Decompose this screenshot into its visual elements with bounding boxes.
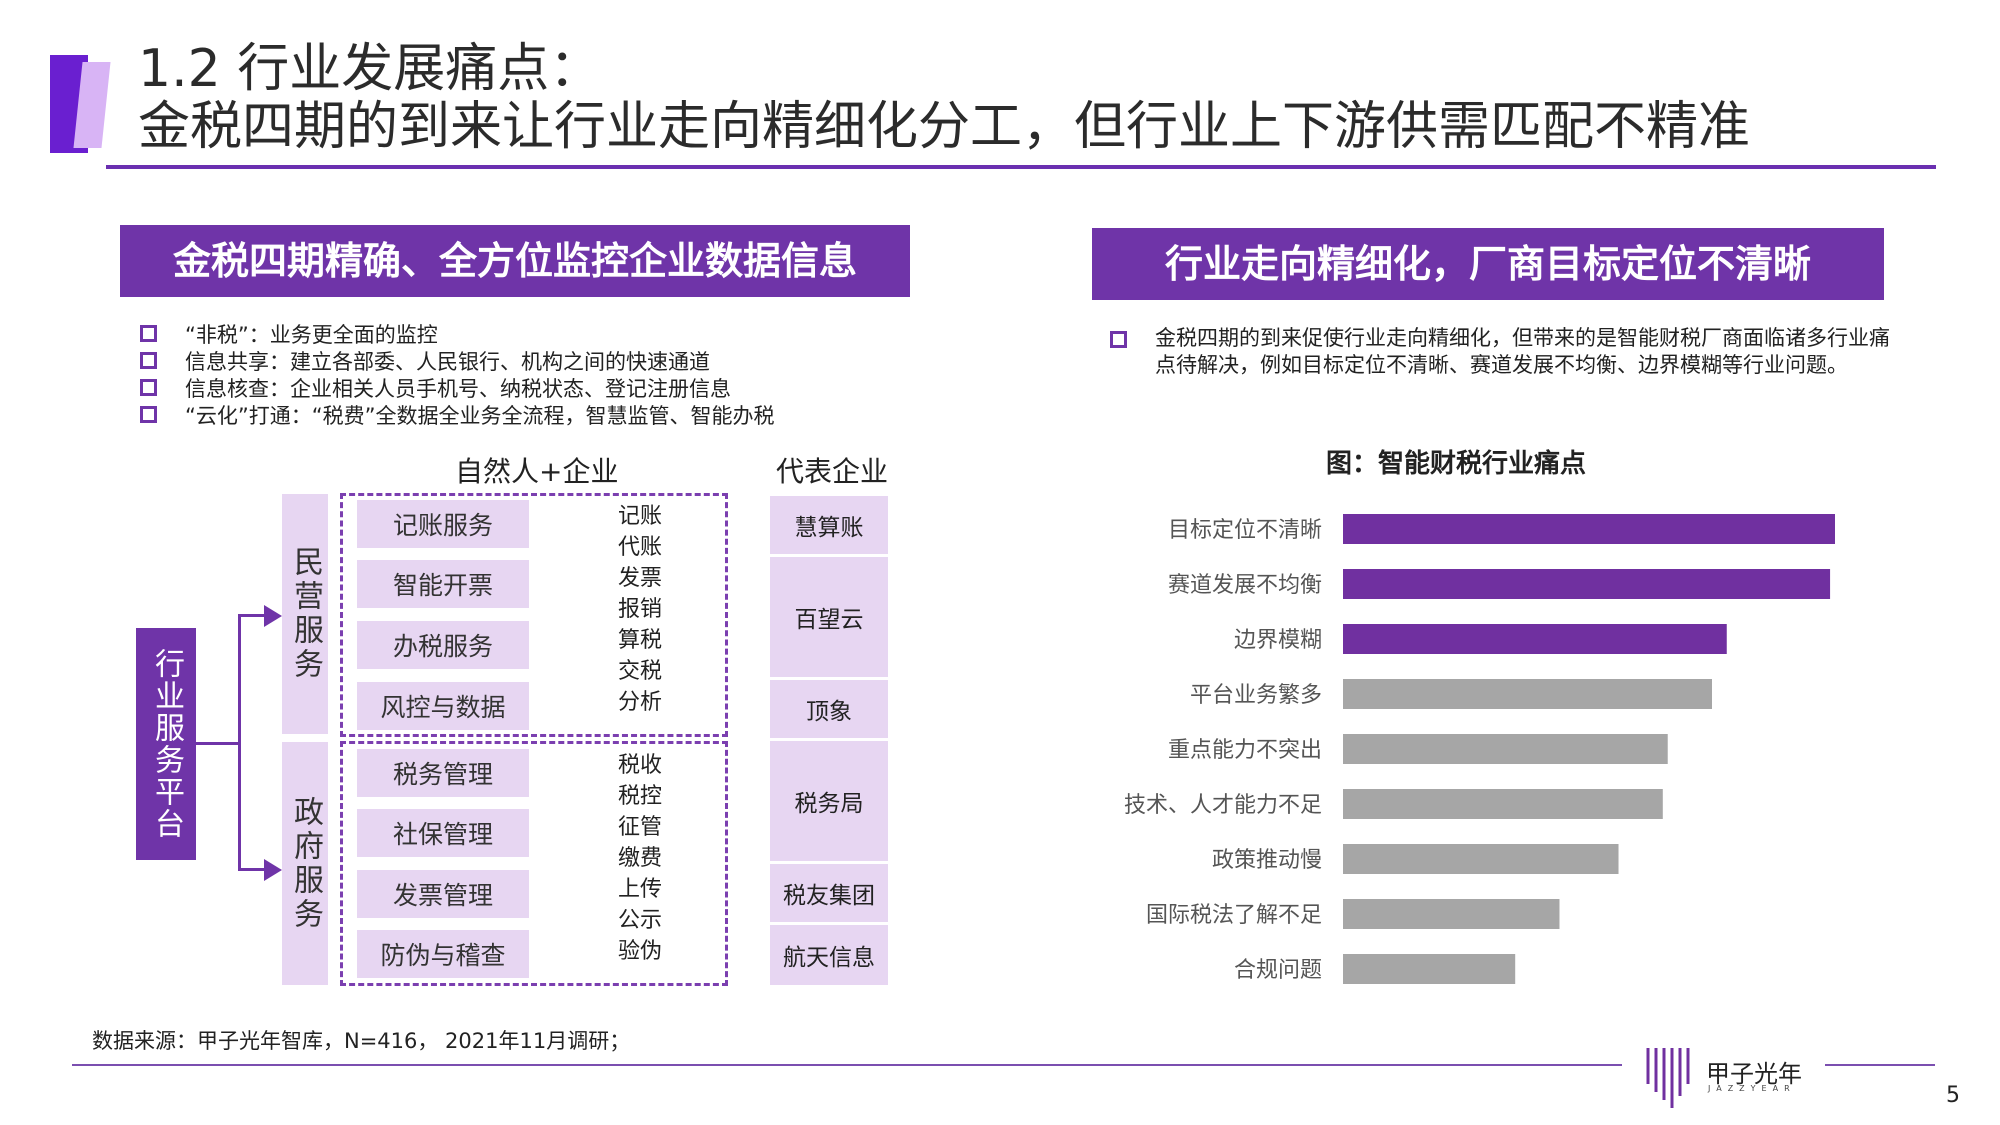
bar xyxy=(1343,624,1727,654)
logo-subtext: JAZZYEAR xyxy=(1708,1084,1796,1093)
company-box: 慧算账 xyxy=(770,496,888,554)
bar xyxy=(1343,899,1560,929)
company-box: 税友集团 xyxy=(770,864,888,922)
footer-divider xyxy=(1825,1064,1935,1066)
logo-text: 甲子光年 xyxy=(1706,1060,1802,1088)
company-box: 税务局 xyxy=(770,741,888,861)
pain-points-bar-chart: 目标定位不清晰赛道发展不均衡边界模糊平台业务繁多重点能力不突出技术、人才能力不足… xyxy=(1124,514,1835,984)
service-item: 记账服务 xyxy=(357,500,529,548)
connector-line xyxy=(238,614,268,617)
company-box: 顶象 xyxy=(770,680,888,738)
category-private-services: 民营服务 xyxy=(282,494,328,734)
government-services-frame xyxy=(340,741,728,986)
category-government-services: 政府服务 xyxy=(282,742,328,985)
connector-line xyxy=(238,614,241,870)
bar xyxy=(1343,844,1619,874)
right-section-banner: 行业走向精细化，厂商目标定位不清晰 xyxy=(1092,228,1884,300)
service-item: 税务管理 xyxy=(357,749,529,797)
page-title-line1: 1.2 行业发展痛点： xyxy=(138,39,602,99)
bar-category-label: 政策推动慢 xyxy=(1212,848,1322,873)
private-activity-words: 记账 代账 发票 报销 算税 交税 分析 xyxy=(617,504,662,715)
company-box: 百望云 xyxy=(770,557,888,677)
service-item: 发票管理 xyxy=(357,870,529,918)
right-bullet: 金税四期的到来促使行业走向精细化，但带来的是智能财税厂商面临诸多行业痛点待解决，… xyxy=(1110,325,1890,379)
bullet-item: 信息共享：建立各部委、人民银行、机构之间的快速通道 xyxy=(140,347,1000,374)
bullet-square-icon xyxy=(1110,331,1127,348)
connector-line xyxy=(238,868,268,871)
bar xyxy=(1343,514,1835,544)
bullet-square-icon xyxy=(140,325,157,342)
bar xyxy=(1343,679,1712,709)
bullet-item: “云化”打通：“税费”全数据全业务全流程，智慧监管、智能办税 xyxy=(140,401,1000,428)
bullet-square-icon xyxy=(140,379,157,396)
bullet-square-icon xyxy=(140,352,157,369)
bar-category-label: 目标定位不清晰 xyxy=(1168,518,1322,543)
title-divider xyxy=(106,165,1936,169)
bar-category-label: 边界模糊 xyxy=(1234,628,1322,653)
logo-mark-icon xyxy=(1646,1048,1690,1108)
footer-divider xyxy=(72,1064,1622,1066)
service-item: 防伪与稽查 xyxy=(357,930,529,978)
bullet-item: 信息核查：企业相关人员手机号、纳税状态、登记注册信息 xyxy=(140,374,1000,401)
bar-category-label: 平台业务繁多 xyxy=(1190,683,1322,708)
bullet-square-icon xyxy=(140,406,157,423)
bar xyxy=(1343,954,1516,984)
arrow-right-icon xyxy=(264,605,282,627)
page-title-line2: 金税四期的到来让行业走向精细化分工，但行业上下游供需匹配不精准 xyxy=(138,97,1751,157)
chart-title: 图：智能财税行业痛点 xyxy=(1326,449,1587,479)
diagram-head-right: 代表企业 xyxy=(776,455,889,488)
bar xyxy=(1343,789,1663,819)
service-item: 风控与数据 xyxy=(357,682,529,730)
left-section-banner: 金税四期精确、全方位监控企业数据信息 xyxy=(120,225,910,297)
data-source-note: 数据来源：甲子光年智库，N=416， 2021年11月调研； xyxy=(92,1029,631,1053)
bullet-item: “非税”：业务更全面的监控 xyxy=(140,320,1000,347)
service-item: 办税服务 xyxy=(357,621,529,669)
arrow-right-icon xyxy=(264,859,282,881)
diagram-head-center: 自然人+企业 xyxy=(455,455,619,488)
left-bullet-list: “非税”：业务更全面的监控 信息共享：建立各部委、人民银行、机构之间的快速通道 … xyxy=(140,320,1000,428)
bar-category-label: 技术、人才能力不足 xyxy=(1124,793,1322,818)
industry-platform-box: 行业服务平台 xyxy=(136,628,196,860)
government-activity-words: 税收 税控 征管 缴费 上传 公示 验伪 xyxy=(617,753,662,964)
company-box: 航天信息 xyxy=(770,925,888,985)
bar xyxy=(1343,569,1831,599)
service-item: 社保管理 xyxy=(357,809,529,857)
bar-category-label: 赛道发展不均衡 xyxy=(1168,573,1322,598)
bar-category-label: 合规问题 xyxy=(1234,958,1322,983)
bar-category-label: 国际税法了解不足 xyxy=(1146,903,1322,928)
page-number: 5 xyxy=(1946,1083,1960,1108)
service-item: 智能开票 xyxy=(357,560,529,608)
bar xyxy=(1343,734,1668,764)
private-services-frame xyxy=(340,493,728,737)
connector-line xyxy=(196,742,240,745)
bar-category-label: 重点能力不突出 xyxy=(1168,738,1322,763)
